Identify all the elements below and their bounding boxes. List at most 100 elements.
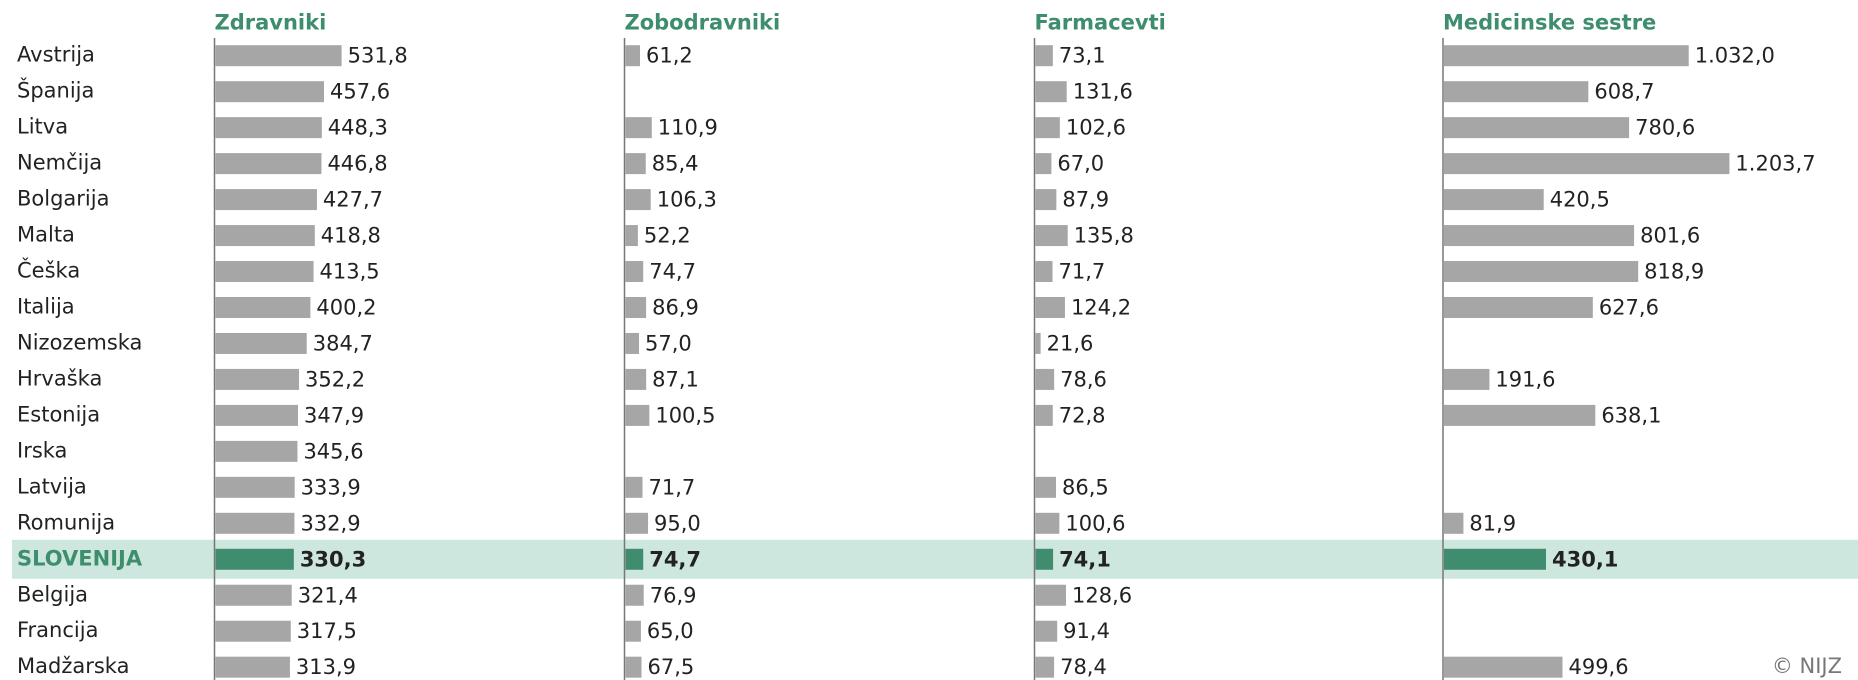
value-label: 531,8 — [348, 44, 408, 68]
category-label: Nizozemska — [17, 330, 142, 354]
panel-title: Farmacevti — [1035, 11, 1166, 35]
category-label: Malta — [17, 223, 75, 247]
bar — [1035, 117, 1060, 139]
bar — [1444, 512, 1464, 534]
bar — [1444, 117, 1630, 139]
value-label: 420,5 — [1550, 188, 1610, 212]
value-label: 347,9 — [304, 403, 364, 427]
bar — [625, 45, 641, 67]
value-label: 317,5 — [297, 619, 357, 643]
bar — [215, 332, 307, 354]
category-label: Francija — [17, 618, 98, 642]
category-label: Madžarska — [17, 654, 129, 678]
value-label: 446,8 — [327, 152, 387, 176]
panel-title: Zdravniki — [215, 11, 327, 35]
bar — [215, 584, 292, 606]
bar — [625, 189, 651, 211]
bar — [215, 512, 295, 534]
value-label: 73,1 — [1059, 44, 1106, 68]
bar — [215, 620, 291, 642]
value-label: 78,4 — [1060, 655, 1107, 679]
bar — [1444, 45, 1689, 67]
value-label: 801,6 — [1640, 224, 1700, 248]
category-label: Litva — [17, 115, 68, 139]
value-label: 191,6 — [1495, 367, 1555, 391]
bar — [1035, 404, 1053, 426]
bar — [1444, 404, 1596, 426]
bar — [215, 261, 314, 283]
value-label: 21,6 — [1047, 331, 1094, 355]
bar — [215, 189, 317, 211]
bar — [1035, 261, 1053, 283]
category-label: Nemčija — [17, 151, 102, 175]
value-label: 1.032,0 — [1695, 44, 1775, 68]
bar — [625, 476, 643, 498]
category-label: Češka — [17, 258, 80, 283]
bar — [1444, 261, 1639, 283]
value-label: 333,9 — [301, 475, 361, 499]
value-label: 86,5 — [1062, 475, 1109, 499]
value-label: 76,9 — [650, 583, 697, 607]
value-label: 100,6 — [1065, 511, 1125, 535]
category-label: Romunija — [17, 510, 115, 534]
value-label: 313,9 — [296, 655, 356, 679]
bar — [1035, 476, 1057, 498]
source: © NIJZ — [1772, 654, 1842, 678]
value-label: 61,2 — [646, 44, 693, 68]
bar — [625, 584, 644, 606]
bar — [625, 332, 640, 354]
value-label: 67,0 — [1057, 152, 1104, 176]
value-label: 71,7 — [649, 475, 696, 499]
bar — [625, 261, 644, 283]
bar — [1444, 189, 1544, 211]
value-label: 95,0 — [654, 511, 701, 535]
value-label: 430,1 — [1552, 547, 1618, 571]
bar — [625, 153, 646, 175]
value-label: 330,3 — [300, 547, 366, 571]
value-label: 457,6 — [330, 80, 390, 104]
bar — [215, 225, 315, 247]
value-label: 65,0 — [647, 619, 694, 643]
value-label: 106,3 — [657, 188, 717, 212]
value-label: 91,4 — [1063, 619, 1110, 643]
category-label: Hrvaška — [17, 366, 102, 390]
value-label: 72,8 — [1059, 403, 1106, 427]
category-label: Bolgarija — [17, 187, 109, 211]
value-label: 627,6 — [1599, 295, 1659, 319]
value-label: 110,9 — [658, 116, 718, 140]
bar — [215, 404, 298, 426]
bar — [625, 404, 650, 426]
value-label: 81,9 — [1469, 511, 1516, 535]
value-label: 57,0 — [645, 331, 692, 355]
bar — [1035, 332, 1041, 354]
bar — [1035, 548, 1054, 570]
value-label: 78,6 — [1060, 367, 1107, 391]
value-label: 413,5 — [320, 260, 380, 284]
value-label: 135,8 — [1074, 224, 1134, 248]
value-label: 87,1 — [652, 367, 699, 391]
category-label: Avstrija — [17, 43, 95, 67]
bar — [625, 117, 652, 139]
value-label: 71,7 — [1059, 260, 1106, 284]
bar — [215, 45, 342, 67]
bar — [1035, 225, 1068, 247]
bar — [1035, 656, 1055, 678]
bar — [215, 476, 295, 498]
category-label: Irska — [17, 438, 67, 462]
value-label: 74,1 — [1059, 547, 1111, 571]
bar — [625, 656, 642, 678]
bar — [625, 225, 638, 247]
highlight-band — [12, 539, 1858, 579]
bar — [1444, 296, 1593, 318]
bar — [1444, 548, 1546, 570]
value-label: 418,8 — [321, 224, 381, 248]
bar — [215, 368, 300, 390]
value-label: 345,6 — [303, 439, 363, 463]
value-label: 85,4 — [652, 152, 699, 176]
bar — [1035, 153, 1052, 175]
value-label: 780,6 — [1635, 116, 1695, 140]
bar — [215, 296, 311, 318]
value-label: 352,2 — [305, 367, 365, 391]
bar — [1444, 656, 1563, 678]
bar — [1444, 225, 1635, 247]
